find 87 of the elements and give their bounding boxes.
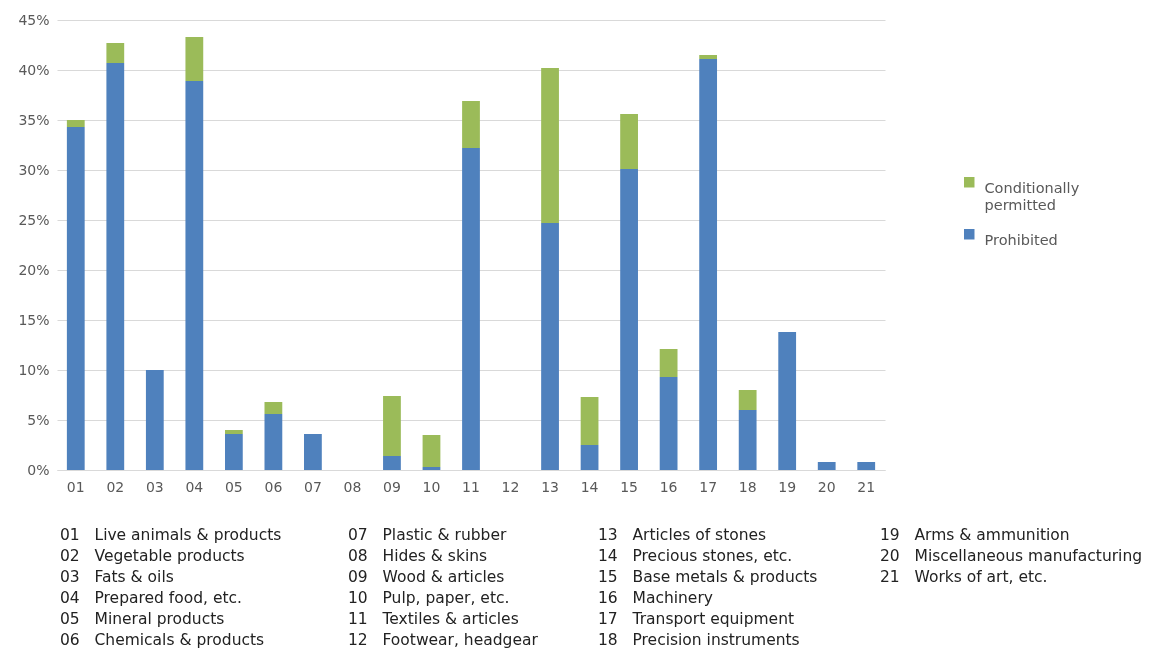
text: 09 Wood & articles bbox=[348, 568, 506, 588]
text: 06 Chemicals & products bbox=[60, 631, 266, 650]
y-tick-label: 30% bbox=[18, 161, 50, 178]
bar bbox=[620, 169, 638, 470]
bar bbox=[659, 377, 678, 470]
text: 05 Mineral products bbox=[60, 610, 226, 630]
bar bbox=[383, 456, 401, 470]
bar bbox=[699, 55, 718, 59]
text: 04 Prepared food, etc. bbox=[60, 589, 243, 609]
x-tick-label: 20 bbox=[817, 478, 836, 495]
bar bbox=[224, 430, 243, 434]
text: 20 Miscellaneous manufacturing bbox=[880, 547, 1144, 567]
text: 15 Base metals & products bbox=[598, 568, 819, 588]
legend-label: Prohibited bbox=[984, 232, 1058, 249]
y-tick-label: 35% bbox=[18, 111, 50, 128]
bar bbox=[541, 223, 559, 470]
x-tick-label: 19 bbox=[778, 478, 797, 495]
x-tick-label: 02 bbox=[106, 478, 125, 495]
text: 13 Articles of stones bbox=[598, 526, 768, 546]
bar bbox=[106, 43, 125, 63]
bar bbox=[106, 63, 125, 470]
bar bbox=[66, 127, 85, 470]
text: 02 Vegetable products bbox=[60, 547, 246, 567]
bar bbox=[659, 349, 678, 377]
bar bbox=[541, 68, 559, 223]
x-tick-label: 11 bbox=[462, 478, 480, 495]
x-tick-label: 09 bbox=[383, 478, 401, 495]
text: 07 Plastic & rubber bbox=[348, 526, 508, 546]
x-tick-label: 13 bbox=[541, 478, 559, 495]
x-tick-label: 06 bbox=[264, 478, 283, 495]
bar bbox=[264, 414, 283, 470]
bar bbox=[738, 410, 757, 470]
y-tick-label: 15% bbox=[18, 311, 50, 328]
text: 11 Textiles & articles bbox=[348, 610, 520, 630]
x-tick-label: 14 bbox=[580, 478, 599, 495]
bar bbox=[580, 445, 599, 470]
text: 14 Precious stones, etc. bbox=[598, 547, 794, 567]
bar bbox=[580, 397, 599, 445]
bar bbox=[145, 370, 164, 470]
x-tick-label: 10 bbox=[422, 478, 441, 495]
x-tick-label: 17 bbox=[699, 478, 718, 495]
y-tick-label: 5% bbox=[27, 411, 50, 428]
bar bbox=[620, 114, 638, 169]
bar bbox=[66, 120, 85, 127]
text: 10 Pulp, paper, etc. bbox=[348, 589, 511, 609]
y-tick-label: 20% bbox=[18, 261, 50, 278]
bar bbox=[699, 59, 718, 470]
bar bbox=[738, 390, 757, 410]
bar bbox=[422, 467, 441, 470]
text: 17 Transport equipment bbox=[598, 610, 796, 630]
bar bbox=[422, 435, 441, 467]
legend-label: Conditionally permitted bbox=[984, 180, 1080, 213]
x-tick-label: 08 bbox=[343, 478, 362, 495]
bar bbox=[383, 396, 401, 456]
x-tick-label: 21 bbox=[857, 478, 876, 495]
x-tick-label: 12 bbox=[501, 478, 520, 495]
text: 12 Footwear, headgear bbox=[348, 631, 539, 650]
bar bbox=[224, 434, 243, 470]
y-tick-label: 45% bbox=[18, 11, 50, 28]
bar bbox=[185, 37, 204, 81]
text: 16 Machinery bbox=[598, 589, 714, 609]
x-tick-label: 15 bbox=[620, 478, 638, 495]
bar bbox=[462, 148, 480, 470]
text: 19 Arms & ammunition bbox=[880, 526, 1071, 546]
bar bbox=[304, 434, 322, 470]
text: 03 Fats & oils bbox=[60, 568, 175, 588]
bar bbox=[462, 101, 480, 148]
y-tick-label: 25% bbox=[18, 211, 50, 228]
y-tick-label: 40% bbox=[18, 61, 50, 78]
x-tick-label: 04 bbox=[185, 478, 204, 495]
bar bbox=[857, 462, 876, 470]
bar bbox=[264, 402, 283, 414]
x-tick-label: 03 bbox=[145, 478, 164, 495]
x-tick-label: 01 bbox=[66, 478, 85, 495]
x-tick-label: 07 bbox=[304, 478, 322, 495]
x-tick-label: 18 bbox=[738, 478, 757, 495]
x-tick-label: 16 bbox=[659, 478, 678, 495]
text: 01 Live animals & products bbox=[60, 526, 283, 546]
bar bbox=[817, 462, 836, 470]
y-tick-label: 0% bbox=[27, 461, 50, 478]
text: 18 Precision instruments bbox=[598, 631, 801, 650]
text: 21 Works of art, etc. bbox=[880, 568, 1049, 588]
text: 08 Hides & skins bbox=[348, 547, 489, 567]
bar bbox=[185, 81, 204, 470]
bar bbox=[778, 332, 797, 470]
x-tick-label: 05 bbox=[224, 478, 243, 495]
y-tick-label: 10% bbox=[18, 361, 50, 378]
